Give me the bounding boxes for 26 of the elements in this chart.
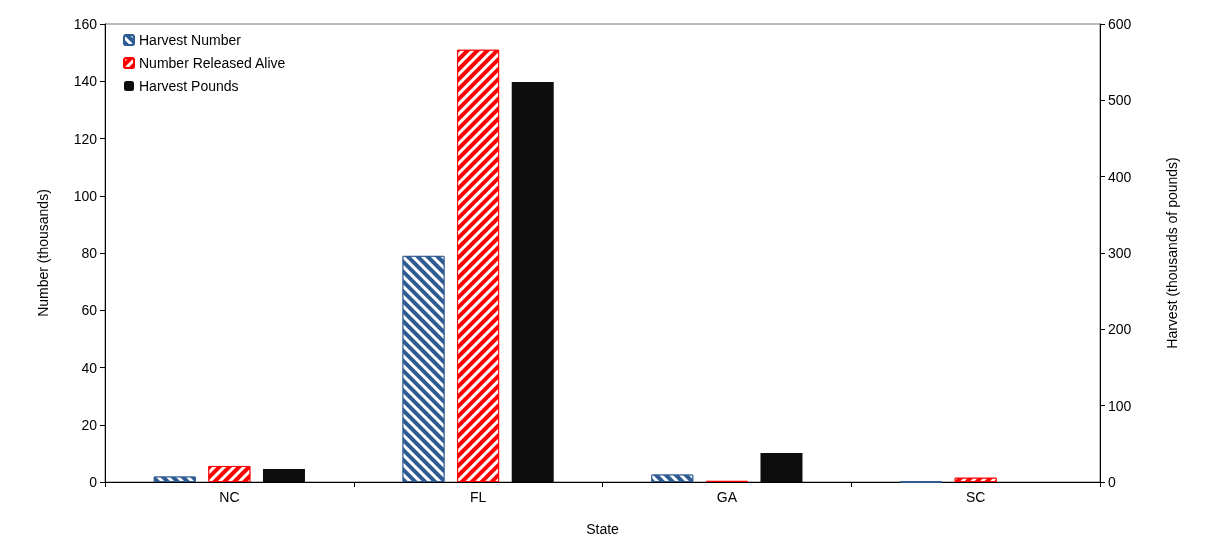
x-tick-label: GA (716, 489, 738, 505)
y2-axis-title: Harvest (thousands of pounds) (1164, 157, 1180, 349)
y2-tick-label: 100 (1108, 397, 1132, 414)
y-tick-label: 140 (73, 73, 98, 90)
y-axis-title: Number (thousands) (35, 189, 51, 317)
x-tick-label: FL (469, 489, 487, 505)
y-tick-label: 20 (81, 416, 98, 433)
y2-tick-label: 500 (1108, 92, 1132, 109)
y-tick-label: 40 (81, 359, 98, 376)
y2-tick-label: 200 (1108, 321, 1132, 338)
legend-label: Number Released Alive (139, 55, 286, 71)
legend-label: Harvest Number (139, 32, 242, 48)
y-tick-label: 100 (73, 187, 98, 204)
x-axis-title: State (586, 521, 620, 537)
y-tick-label: 0 (89, 474, 98, 490)
y-tick-label: 120 (73, 130, 98, 147)
y2-tick-label: 300 (1108, 245, 1132, 261)
y-tick-label: 160 (73, 16, 98, 32)
x-tick-label: NC (219, 489, 240, 505)
y-tick-label: 80 (81, 245, 98, 261)
y2-tick-label: 600 (1108, 16, 1132, 32)
y2-tick-label: 400 (1108, 168, 1132, 185)
y-tick-label: 60 (81, 302, 98, 319)
x-tick-label: SC (965, 489, 986, 505)
legend-label: Harvest Pounds (139, 78, 239, 94)
y2-tick-label: 0 (1108, 474, 1116, 490)
